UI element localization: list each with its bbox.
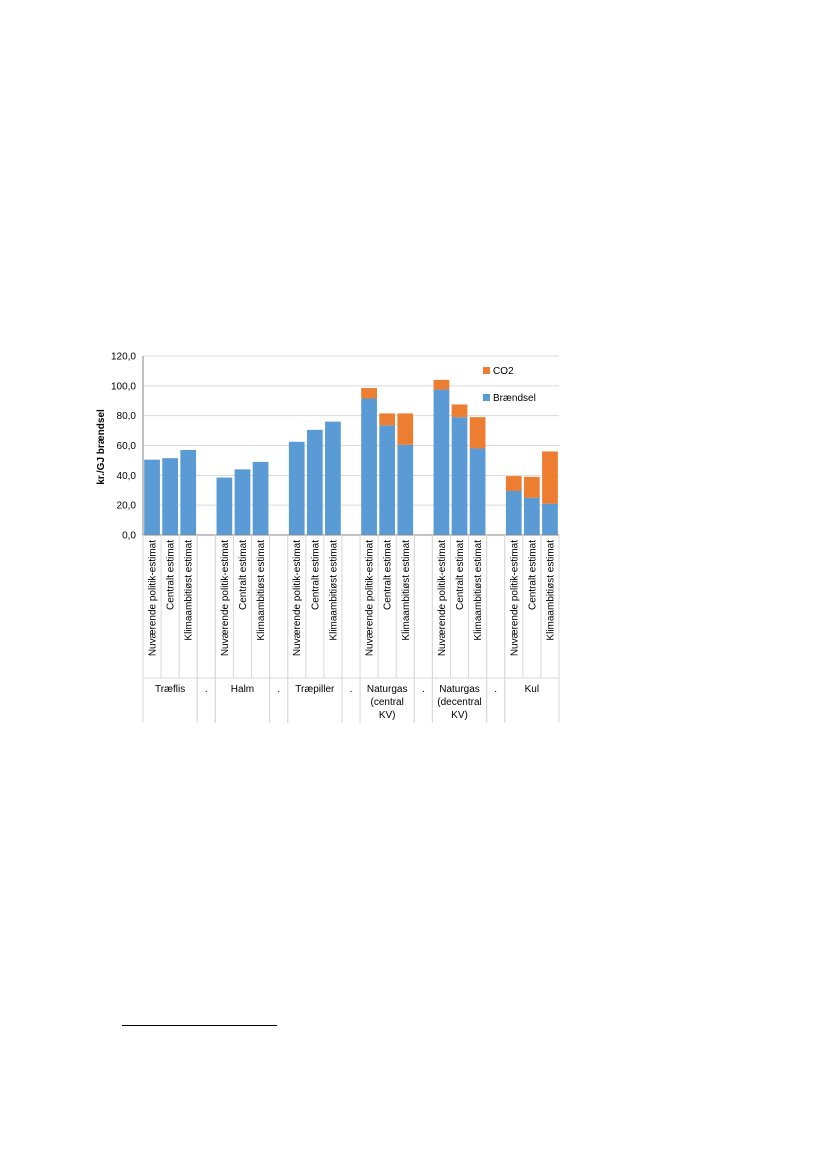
group-label: Halm: [231, 684, 254, 695]
labels: 0,0 20,0 40,0 60,0 80,0 100,0 120,0 Nuværende p…: [111, 352, 556, 722]
bar-braendsel: [433, 389, 450, 535]
y-tick-label: 80,0: [117, 411, 137, 422]
legend: CO2 Brændsel: [483, 366, 536, 404]
bar-braendsel: [234, 469, 251, 535]
bar-co2: [505, 476, 522, 491]
bar-braendsel: [379, 425, 396, 535]
bar-braendsel: [397, 444, 414, 535]
bar-braendsel: [144, 459, 160, 535]
x-tick-label: Nuværende politik-estimat: [365, 540, 376, 656]
group-label: Træflis: [155, 684, 185, 695]
x-tick-label: Centralt estimat: [455, 540, 466, 610]
group-label: Naturgas: [439, 684, 480, 695]
bar-co2: [397, 413, 414, 445]
bar-co2: [361, 388, 377, 399]
group-label: Træpiller: [295, 684, 335, 695]
group-label: (decentral: [437, 697, 481, 708]
bar-braendsel: [524, 497, 540, 535]
bar-braendsel: [325, 421, 341, 535]
footnote-separator: [122, 1025, 277, 1026]
bar-braendsel: [216, 477, 233, 535]
y-tick-label: 120,0: [111, 352, 136, 363]
x-tick-label: Nuværende politik-estimat: [220, 540, 231, 656]
group-label: .: [422, 684, 425, 695]
bar-braendsel: [505, 490, 522, 535]
bar-braendsel: [162, 458, 178, 535]
y-tick-label: 60,0: [117, 441, 137, 452]
x-tick-label: Nuværende politik-estimat: [509, 540, 520, 656]
bar-braendsel: [306, 429, 323, 535]
x-tick-label: Nuværende politik-estimat: [437, 540, 448, 656]
bar-braendsel: [361, 398, 377, 535]
x-tick-label: Centralt estimat: [238, 540, 249, 610]
x-tick-label: Nuværende politik-estimat: [292, 540, 303, 656]
legend-label: Brændsel: [493, 393, 536, 404]
x-tick-label: Klimaambitiøst estimat: [545, 540, 556, 641]
y-axis-title: kr./GJ brændsel: [96, 409, 107, 485]
axes: [142, 356, 560, 723]
bar-braendsel: [469, 448, 486, 535]
group-label: Kul: [525, 684, 539, 695]
bar-braendsel: [180, 449, 197, 535]
bar-braendsel: [542, 503, 558, 535]
legend-swatch: [483, 367, 490, 374]
group-label: .: [205, 684, 208, 695]
bar-co2: [542, 451, 558, 504]
legend-label: CO2: [493, 366, 514, 377]
x-tick-label: Klimaambitiøst estimat: [473, 540, 484, 641]
y-tick-label: 40,0: [117, 471, 137, 482]
x-tick-label: Centralt estimat: [310, 540, 321, 610]
group-label: KV): [379, 710, 396, 721]
bar-braendsel: [252, 461, 269, 535]
group-label: .: [350, 684, 353, 695]
x-tick-label: Klimaambitiøst estimat: [328, 540, 339, 641]
bar-co2: [469, 417, 486, 449]
bar-co2: [524, 476, 540, 498]
group-label: .: [277, 684, 280, 695]
bars: [144, 379, 558, 535]
x-tick-label: Centralt estimat: [166, 540, 177, 610]
gridlines: [143, 355, 559, 506]
y-tick-label: 100,0: [111, 381, 136, 392]
x-tick-label: Klimaambitiøst estimat: [256, 540, 267, 641]
group-label: (central: [370, 697, 403, 708]
bar-co2: [433, 379, 450, 390]
x-tick-label: Klimaambitiøst estimat: [184, 540, 195, 641]
group-label: KV): [451, 710, 468, 721]
bar-braendsel: [451, 417, 468, 535]
y-tick-label: 20,0: [117, 501, 137, 512]
x-tick-label: Centralt estimat: [383, 540, 394, 610]
y-tick-label: 0,0: [122, 531, 136, 542]
x-tick-label: Centralt estimat: [527, 540, 538, 610]
group-label: .: [494, 684, 497, 695]
bar-co2: [451, 404, 468, 418]
legend-swatch: [483, 394, 490, 401]
group-label: Naturgas: [367, 684, 408, 695]
x-tick-label: Nuværende politik-estimat: [148, 540, 159, 656]
bar-co2: [379, 413, 396, 426]
x-tick-label: Klimaambitiøst estimat: [401, 540, 412, 641]
bar-braendsel: [288, 441, 305, 535]
